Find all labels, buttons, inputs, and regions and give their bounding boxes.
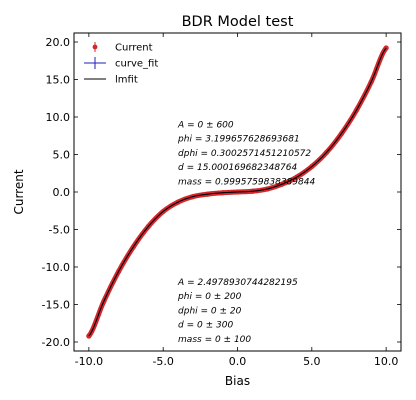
plot-area	[86, 45, 389, 339]
legend-label: curve_fit	[115, 59, 158, 70]
annotation-line: d = 15.000169682348764	[178, 163, 297, 173]
y-axis: -20.0 -15.0 -10.0 -5.0 0.0 5.0 10.0 15.0 20.0	[42, 36, 401, 349]
y-tick-label: -5.0	[49, 224, 70, 237]
x-axis-label: Bias	[225, 374, 250, 388]
annotations: A = 0 ± 600 phi = 3.199657628693681 dphi =…	[177, 121, 315, 345]
x-tick-label: -5.0	[152, 355, 173, 368]
chart-title: BDR Model test	[182, 14, 294, 30]
x-tick-label: -10.0	[75, 355, 103, 368]
annotation-block: A = 0 ± 600 phi = 3.199657628693681 dphi =…	[177, 121, 315, 188]
legend-entry-lmfit: lmfit	[84, 75, 138, 86]
y-tick-label: 0.0	[53, 186, 71, 199]
y-tick-label: 20.0	[46, 36, 71, 49]
annotation-line: phi = 0 ± 200	[177, 292, 242, 302]
annotation-line: A = 0 ± 600	[177, 121, 234, 131]
annotation-line: phi = 3.199657628693681	[177, 135, 300, 145]
annotation-line: dphi = 0 ± 20	[178, 306, 242, 316]
annotation-line: mass = 0.9995759838389844	[178, 177, 315, 187]
x-tick-label: 0.0	[229, 355, 247, 368]
legend-entry-curve-fit: curve_fit	[84, 57, 158, 70]
lmfit-line	[88, 47, 387, 337]
legend-label: lmfit	[115, 75, 138, 86]
x-axis: -10.0 -5.0 0.0 5.0 10.0	[75, 33, 399, 368]
annotation-line: d = 0 ± 300	[178, 321, 233, 331]
y-tick-label: -15.0	[42, 299, 70, 312]
x-tick-label: 5.0	[303, 355, 321, 368]
annotation-line: mass = 0 ± 100	[178, 335, 251, 345]
y-tick-label: -20.0	[42, 336, 70, 349]
legend-entry-current: Current	[92, 42, 153, 54]
annotation-line: A = 2.4978930744282195	[177, 278, 298, 288]
legend-marker	[92, 44, 98, 50]
y-tick-label: 15.0	[46, 74, 71, 87]
y-tick-label: -10.0	[42, 261, 70, 274]
annotation-line: dphi = 0.3002571451210572	[178, 149, 311, 159]
annotation-block: A = 2.4978930744282195 phi = 0 ± 200 dphi …	[177, 278, 298, 345]
legend-label: Current	[115, 43, 153, 54]
y-tick-label: 5.0	[53, 149, 71, 162]
y-tick-label: 10.0	[46, 111, 71, 124]
x-tick-label: 10.0	[374, 355, 399, 368]
y-axis-label: Current	[12, 169, 26, 214]
